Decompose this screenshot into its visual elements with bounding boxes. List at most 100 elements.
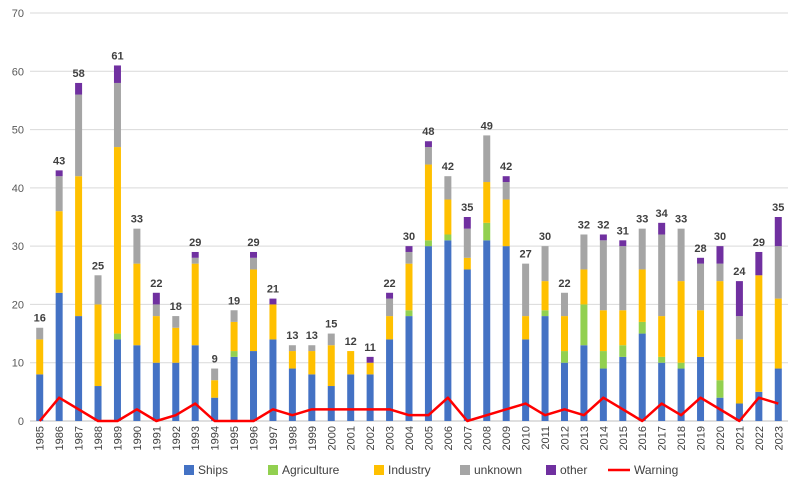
bar-other-2009 — [502, 176, 510, 183]
legend-label-industry: Industry — [388, 463, 431, 477]
total-label-2006: 42 — [442, 161, 454, 173]
total-label-2017: 34 — [656, 208, 669, 220]
bar-unknown-1987 — [75, 94, 83, 177]
bar-unknown-2016 — [638, 228, 646, 270]
bar-ships-1991 — [152, 362, 160, 421]
legend-label-agriculture: Agriculture — [282, 463, 340, 477]
bar-unknown-2015 — [619, 246, 627, 311]
bar-ships-1988 — [94, 386, 102, 421]
y-tick-label-20: 20 — [12, 299, 24, 311]
bar-other-2017 — [658, 222, 666, 235]
bar-ships-2017 — [658, 362, 666, 421]
bar-unknown-1991 — [152, 304, 160, 317]
bar-agriculture-2006 — [444, 234, 452, 241]
x-tick-label-2008: 2008 — [482, 426, 494, 450]
x-tick-label-2007: 2007 — [462, 426, 474, 450]
bar-agriculture-2014 — [599, 351, 607, 369]
bar-industry-2002 — [366, 362, 374, 375]
bar-industry-2017 — [658, 316, 666, 357]
total-label-2010: 27 — [519, 249, 531, 261]
x-tick-label-1985: 1985 — [35, 426, 47, 450]
legend-label-other: other — [560, 463, 587, 477]
bar-industry-2004 — [405, 263, 413, 311]
total-label-2013: 32 — [578, 219, 590, 231]
x-tick-label-2014: 2014 — [598, 426, 610, 450]
bar-other-2004 — [405, 246, 413, 252]
bar-industry-2006 — [444, 199, 452, 235]
bar-unknown-2011 — [541, 246, 549, 282]
legend: Ships Agriculture Industry unknown other Warn… — [184, 463, 678, 477]
x-tick-label-1988: 1988 — [93, 426, 105, 450]
bar-industry-2023 — [774, 298, 782, 369]
bar-unknown-1995 — [230, 310, 238, 322]
x-tick-label-2017: 2017 — [657, 426, 669, 450]
x-tick-label-1989: 1989 — [112, 426, 124, 450]
bar-other-1989 — [113, 65, 121, 83]
total-label-1986: 43 — [53, 155, 65, 167]
total-label-2001: 12 — [345, 336, 357, 348]
x-tick-label-1999: 1999 — [307, 426, 319, 450]
total-label-2015: 31 — [617, 225, 629, 237]
warning-line-layer — [38, 396, 779, 423]
bar-industry-2007 — [463, 257, 471, 270]
x-tick-label-2021: 2021 — [734, 426, 746, 450]
y-tick-label-0: 0 — [18, 416, 24, 428]
total-label-1987: 58 — [72, 68, 84, 80]
x-tick-label-2009: 2009 — [501, 426, 513, 450]
bar-unknown-2009 — [502, 182, 510, 200]
bar-industry-2019 — [697, 310, 705, 357]
bar-industry-1989 — [113, 147, 121, 334]
bar-unknown-2003 — [386, 298, 394, 317]
legend-swatch-ships — [184, 465, 194, 475]
total-label-1995: 19 — [228, 295, 240, 307]
total-label-1991: 22 — [150, 278, 162, 290]
total-label-1993: 29 — [189, 237, 201, 249]
bar-unknown-2014 — [599, 240, 607, 311]
total-label-2008: 49 — [481, 120, 493, 132]
bar-unknown-2005 — [424, 147, 432, 165]
y-tick-label-40: 40 — [12, 183, 24, 195]
bar-other-1987 — [75, 82, 83, 95]
bar-unknown-1992 — [172, 316, 180, 328]
x-tick-label-2005: 2005 — [423, 426, 435, 450]
bar-industry-1995 — [230, 321, 238, 352]
bar-ships-1992 — [172, 362, 180, 421]
x-tick-label-2018: 2018 — [676, 426, 688, 450]
bar-ships-2000 — [327, 386, 335, 421]
bar-industry-1992 — [172, 327, 180, 363]
bar-industry-1994 — [211, 380, 219, 398]
bar-industry-2012 — [560, 316, 568, 352]
x-tick-label-2012: 2012 — [559, 426, 571, 450]
legend-swatch-agriculture — [268, 465, 278, 475]
bar-ships-2002 — [366, 374, 374, 421]
total-label-1990: 33 — [131, 214, 143, 226]
x-tick-label-2000: 2000 — [326, 426, 338, 450]
bar-other-2007 — [463, 217, 471, 229]
x-tick-label-1986: 1986 — [54, 426, 66, 450]
legend-label-warning: Warning — [634, 463, 678, 477]
total-label-1988: 25 — [92, 260, 104, 272]
bar-industry-1998 — [288, 351, 296, 369]
total-label-2004: 30 — [403, 231, 415, 243]
bar-industry-2005 — [424, 164, 432, 241]
legend-swatch-other — [546, 465, 556, 475]
total-label-1989: 61 — [111, 50, 123, 62]
x-tick-label-2016: 2016 — [637, 426, 649, 450]
bar-ships-2021 — [735, 403, 743, 421]
y-tick-label-50: 50 — [12, 125, 24, 137]
x-tick-label-2004: 2004 — [404, 426, 416, 450]
total-label-1999: 13 — [306, 330, 318, 342]
bar-industry-1985 — [36, 339, 44, 375]
total-label-1998: 13 — [286, 330, 298, 342]
x-tick-label-2006: 2006 — [443, 426, 455, 450]
bar-unknown-2012 — [560, 292, 568, 317]
bar-ships-1999 — [308, 374, 316, 421]
bar-agriculture-2008 — [483, 222, 491, 241]
bar-ships-1993 — [191, 345, 199, 421]
bar-unknown-2000 — [327, 333, 335, 346]
bar-unknown-1998 — [288, 345, 296, 352]
total-label-2019: 28 — [694, 243, 706, 255]
bar-agriculture-2005 — [424, 240, 432, 247]
bar-ships-2001 — [347, 374, 355, 421]
